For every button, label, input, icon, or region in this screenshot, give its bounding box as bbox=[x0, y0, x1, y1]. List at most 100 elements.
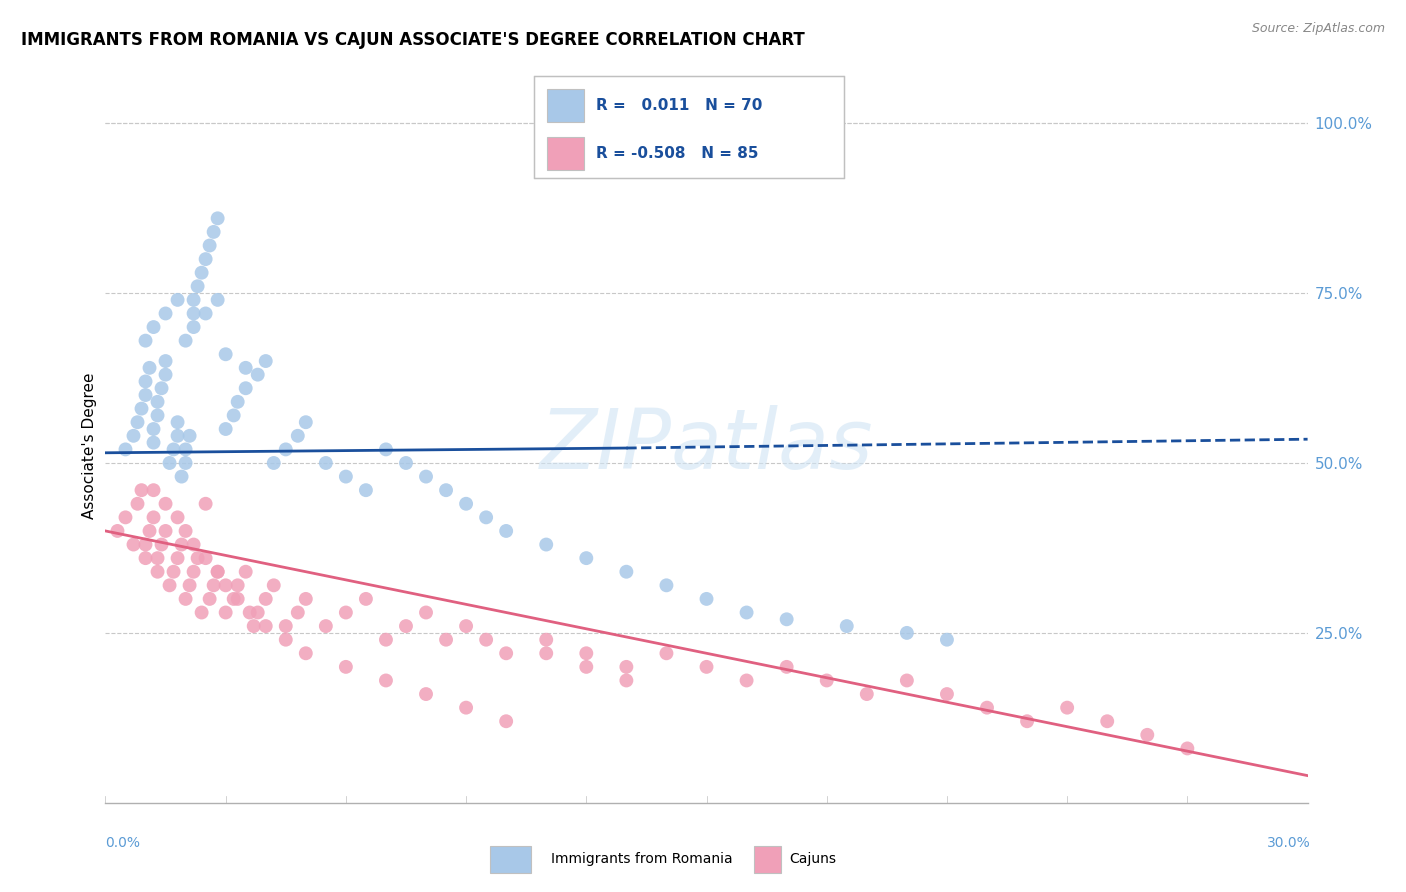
Point bbox=[936, 632, 959, 647]
Point bbox=[735, 606, 758, 620]
Point bbox=[315, 456, 337, 470]
Point bbox=[155, 306, 177, 320]
Point bbox=[122, 537, 145, 551]
Point bbox=[162, 565, 184, 579]
Text: ZIPatlas: ZIPatlas bbox=[540, 406, 873, 486]
Point bbox=[696, 591, 718, 606]
Point bbox=[226, 394, 249, 409]
Point bbox=[107, 524, 129, 538]
Point bbox=[1177, 741, 1199, 756]
Point bbox=[131, 483, 153, 498]
Point bbox=[454, 700, 477, 714]
Point bbox=[142, 510, 165, 524]
Point bbox=[254, 591, 277, 606]
Point bbox=[936, 687, 959, 701]
Point bbox=[315, 619, 337, 633]
Point bbox=[202, 225, 225, 239]
Point bbox=[1017, 714, 1039, 729]
Point bbox=[183, 565, 205, 579]
Point bbox=[335, 469, 357, 483]
Point bbox=[226, 591, 249, 606]
Point bbox=[395, 456, 418, 470]
Point bbox=[354, 483, 377, 498]
Point bbox=[235, 360, 257, 375]
Point bbox=[374, 673, 398, 688]
Text: IMMIGRANTS FROM ROMANIA VS CAJUN ASSOCIATE'S DEGREE CORRELATION CHART: IMMIGRANTS FROM ROMANIA VS CAJUN ASSOCIA… bbox=[21, 31, 804, 49]
Point bbox=[207, 211, 229, 226]
Point bbox=[214, 422, 236, 436]
Point bbox=[415, 606, 437, 620]
Point bbox=[166, 551, 188, 566]
Point bbox=[415, 469, 437, 483]
Point bbox=[616, 660, 638, 674]
Point bbox=[1136, 728, 1159, 742]
Point bbox=[135, 375, 157, 389]
Point bbox=[475, 632, 498, 647]
Point bbox=[190, 266, 212, 280]
Point bbox=[475, 510, 498, 524]
Point bbox=[150, 381, 173, 395]
Text: Cajuns: Cajuns bbox=[789, 852, 837, 865]
Point bbox=[239, 606, 262, 620]
Point bbox=[207, 293, 229, 307]
Point bbox=[114, 442, 136, 457]
Point bbox=[434, 632, 457, 647]
FancyBboxPatch shape bbox=[491, 847, 531, 873]
Point bbox=[235, 381, 257, 395]
Point bbox=[166, 510, 188, 524]
Point bbox=[198, 238, 221, 252]
Point bbox=[166, 293, 188, 307]
Point bbox=[135, 388, 157, 402]
Text: R =   0.011   N = 70: R = 0.011 N = 70 bbox=[596, 98, 762, 113]
Point bbox=[166, 415, 188, 429]
Point bbox=[776, 612, 799, 626]
Point bbox=[170, 537, 193, 551]
Point bbox=[295, 591, 318, 606]
Point bbox=[174, 591, 197, 606]
Point bbox=[274, 442, 297, 457]
Point bbox=[155, 524, 177, 538]
Point bbox=[534, 632, 557, 647]
Point bbox=[534, 537, 557, 551]
Point bbox=[146, 551, 169, 566]
Point bbox=[207, 565, 229, 579]
Point bbox=[114, 510, 136, 524]
Point bbox=[127, 497, 149, 511]
Point bbox=[187, 551, 209, 566]
Point bbox=[246, 368, 269, 382]
Point bbox=[374, 632, 398, 647]
Point bbox=[263, 578, 285, 592]
Point bbox=[454, 497, 477, 511]
Point bbox=[235, 565, 257, 579]
Point bbox=[354, 591, 377, 606]
Point bbox=[155, 354, 177, 368]
Point bbox=[214, 347, 236, 361]
Point bbox=[198, 591, 221, 606]
Point bbox=[254, 354, 277, 368]
Point bbox=[142, 422, 165, 436]
Point bbox=[214, 578, 236, 592]
Point bbox=[815, 673, 838, 688]
Point bbox=[434, 483, 457, 498]
Point bbox=[127, 415, 149, 429]
Point bbox=[1056, 700, 1078, 714]
Point bbox=[274, 619, 297, 633]
Point bbox=[142, 320, 165, 334]
Point bbox=[835, 619, 858, 633]
Point bbox=[287, 429, 309, 443]
Point bbox=[183, 320, 205, 334]
Point bbox=[183, 293, 205, 307]
Point bbox=[616, 673, 638, 688]
Point bbox=[138, 524, 160, 538]
Point bbox=[159, 456, 181, 470]
Point bbox=[395, 619, 418, 633]
Point bbox=[776, 660, 799, 674]
Point bbox=[146, 409, 169, 423]
Point bbox=[142, 483, 165, 498]
Point bbox=[179, 429, 201, 443]
Point bbox=[187, 279, 209, 293]
Point bbox=[150, 537, 173, 551]
Point bbox=[1097, 714, 1119, 729]
Point bbox=[616, 565, 638, 579]
Y-axis label: Associate's Degree: Associate's Degree bbox=[82, 373, 97, 519]
